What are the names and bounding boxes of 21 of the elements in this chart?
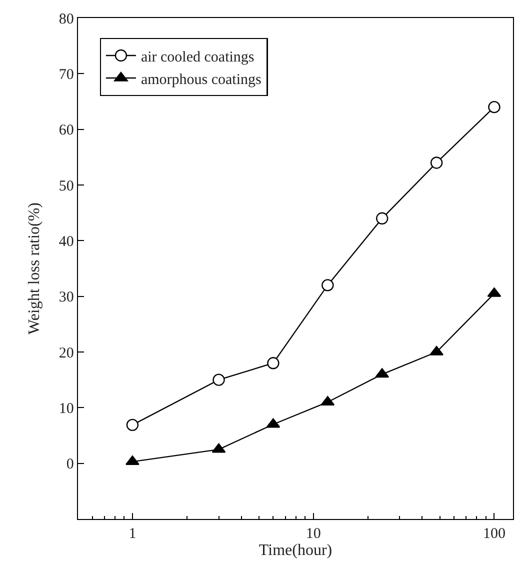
point xyxy=(322,279,334,292)
x-tick-label: 10 xyxy=(306,526,321,542)
point xyxy=(212,374,225,386)
y-tick-label: 60 xyxy=(58,122,74,139)
point xyxy=(267,357,280,370)
x-tick-label: 1 xyxy=(128,526,136,542)
y-tick-label: 0 xyxy=(66,456,74,473)
y-tick-label: 20 xyxy=(58,345,74,362)
x-tick-label: 100 xyxy=(482,526,506,542)
point xyxy=(376,212,388,224)
y-tick-label: 70 xyxy=(58,66,74,83)
y-tick-label: 50 xyxy=(58,178,74,194)
point xyxy=(488,100,500,114)
y-tick-label: 80 xyxy=(58,11,74,28)
y-tick-label: 30 xyxy=(58,290,74,306)
legend-label: amorphous coatings xyxy=(140,72,262,88)
y-tick-label: 10 xyxy=(58,400,74,417)
x-axis-title: Time(hour) xyxy=(258,542,332,560)
legend-label: air cooled coatings xyxy=(140,49,254,66)
y-axis-title: Weight loss ratio(%) xyxy=(26,202,43,335)
y-tick-label: 40 xyxy=(58,234,74,250)
